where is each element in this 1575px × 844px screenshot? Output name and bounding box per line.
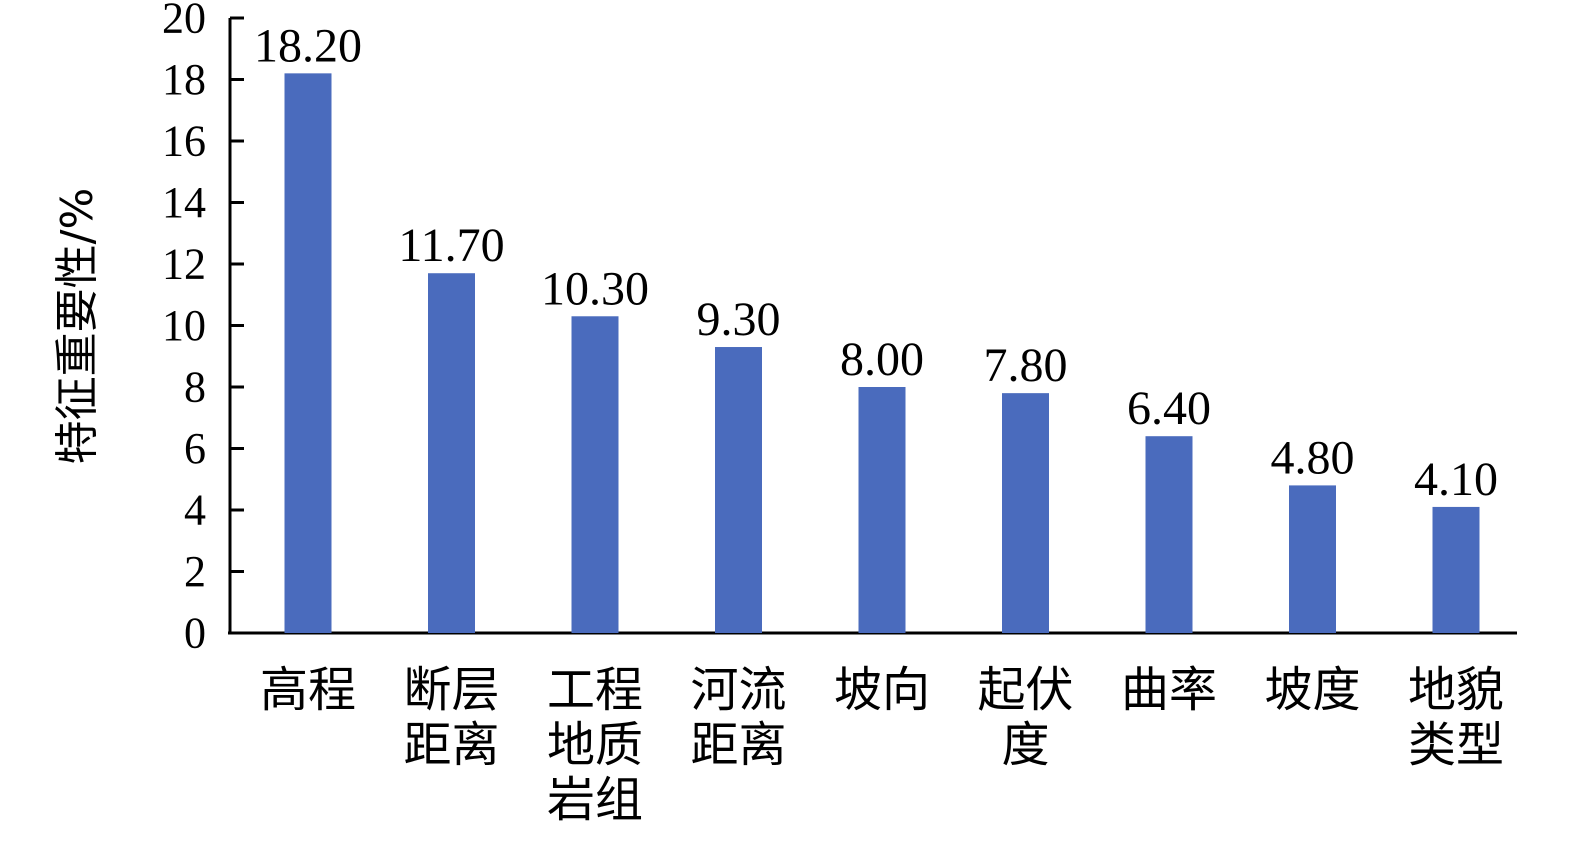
bar (1289, 485, 1336, 633)
x-category-label: 曲率 (1121, 662, 1217, 718)
bar-value-label: 7.80 (984, 339, 1068, 392)
y-tick-label: 8 (184, 363, 206, 412)
bars (284, 73, 1480, 634)
x-category-label: 起伏度 (977, 662, 1073, 773)
y-tick-label: 4 (184, 486, 206, 535)
x-category-label-line: 地质 (547, 717, 643, 773)
x-category-label: 地貌类型 (1408, 662, 1504, 773)
bar (1002, 393, 1049, 633)
bar-value-label: 8.00 (840, 333, 924, 386)
x-category-label-line: 高程 (260, 662, 356, 718)
x-category-label-line: 起伏 (977, 662, 1073, 718)
x-category-label: 断层距离 (403, 662, 499, 773)
x-category-label-line: 断层 (403, 662, 499, 718)
y-tick-label: 2 (184, 547, 206, 596)
x-category-label-line: 坡向 (834, 662, 930, 718)
x-category-label-line: 河流 (690, 662, 786, 718)
x-category-label-line: 距离 (690, 717, 786, 773)
x-category-label-line: 岩组 (547, 772, 643, 828)
x-category-label-line: 坡度 (1264, 662, 1360, 718)
bar-value-label: 6.40 (1127, 382, 1211, 435)
bar (284, 73, 332, 634)
bar-value-label: 10.30 (541, 262, 649, 315)
x-category-label: 河流距离 (690, 662, 786, 773)
x-category-label-line: 类型 (1408, 717, 1504, 773)
bar (571, 316, 619, 633)
x-category-label: 高程 (260, 662, 356, 718)
bar-value-label: 18.20 (254, 19, 362, 72)
bar (1432, 506, 1480, 633)
y-tick-label: 12 (162, 240, 206, 289)
value-labels: 18.20 11.70 10.30 9.30 8.00 7.80 6.40 4.80 4.10 (254, 19, 1498, 506)
y-ticks: 0 2 4 6 8 10 12 14 16 18 20 (162, 0, 244, 658)
y-tick-label: 0 (184, 609, 206, 658)
bar (1145, 436, 1193, 633)
y-tick-label: 10 (162, 301, 206, 350)
bar (858, 387, 906, 633)
x-category-label: 工程地质岩组 (547, 662, 643, 828)
x-category-label-line: 距离 (403, 717, 499, 773)
x-category-label: 坡向 (834, 662, 930, 718)
bar (715, 347, 762, 633)
bar-value-label: 9.30 (697, 293, 781, 346)
bar-value-label: 11.70 (398, 219, 504, 272)
y-tick-label: 6 (184, 424, 206, 473)
bar-value-label: 4.10 (1414, 453, 1498, 506)
x-category-label-line: 工程 (547, 662, 643, 718)
y-axis-label: 特征重要性/% (52, 188, 103, 465)
bar-value-label: 4.80 (1271, 431, 1355, 484)
y-tick-label: 14 (162, 178, 206, 227)
y-tick-label: 20 (162, 0, 206, 43)
y-tick-label: 16 (162, 117, 206, 166)
bar (428, 273, 475, 633)
x-category-label: 坡度 (1264, 662, 1360, 718)
y-tick-label: 18 (162, 55, 206, 104)
x-category-label-line: 度 (1001, 717, 1049, 773)
x-category-label-line: 曲率 (1121, 662, 1217, 718)
x-category-label-line: 地貌 (1408, 662, 1504, 718)
y-axis-label-group: 特征重要性/% (52, 188, 103, 465)
